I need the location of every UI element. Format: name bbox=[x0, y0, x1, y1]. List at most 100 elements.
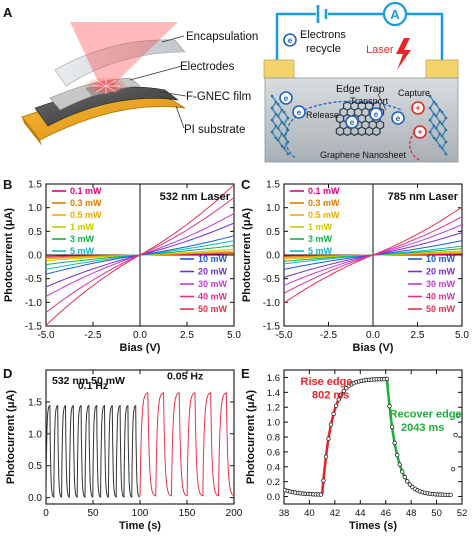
y-axis-label: Photocurrent (μA) bbox=[5, 390, 17, 484]
y-tick-label: 0.6 bbox=[267, 447, 280, 458]
switching-trace-fast bbox=[139, 392, 235, 497]
data-point bbox=[450, 467, 456, 472]
chart-d-switching: 0 50 100 150 200 0.0 0.5 1.0 1.5 Time (s) Photocur… bbox=[5, 369, 243, 532]
x-tick-label: 46 bbox=[380, 508, 391, 519]
svg-text:e: e bbox=[288, 36, 293, 45]
legend-entry: 50 mW bbox=[198, 304, 228, 314]
label-0-05hz: 0.05 Hz bbox=[167, 371, 203, 383]
x-tick-label: 44 bbox=[355, 508, 366, 519]
hole-capture: + bbox=[411, 101, 425, 115]
x-tick-label: 200 bbox=[226, 508, 243, 519]
graphene-atom bbox=[282, 146, 286, 150]
legend-entry: 3 mW bbox=[308, 234, 333, 244]
x-axis-label: Bias (V) bbox=[353, 342, 394, 354]
legend-entry: 0.3 mW bbox=[70, 198, 102, 208]
laser-annotation: 532 nm Laser bbox=[160, 191, 231, 203]
data-point bbox=[402, 474, 407, 480]
x-tick-label: -2.5 bbox=[84, 330, 102, 341]
panel-label-a: A bbox=[3, 5, 13, 20]
panel-label-e: E bbox=[241, 366, 250, 381]
recover-time-value: 2043 ms bbox=[401, 422, 444, 434]
y-tick-label: 0.5 bbox=[28, 227, 42, 238]
y-tick-label: 1.5 bbox=[266, 180, 280, 191]
y-tick-label: -1.5 bbox=[263, 322, 281, 333]
y-tick-label: -1.0 bbox=[263, 298, 281, 309]
electron-capture: e bbox=[391, 111, 405, 125]
svg-text:+: + bbox=[417, 127, 422, 137]
data-point bbox=[387, 403, 392, 409]
data-point bbox=[395, 452, 400, 458]
plot-frame bbox=[283, 369, 463, 505]
legend-entry: 0.3 mW bbox=[308, 198, 340, 208]
graphene-atom bbox=[438, 108, 442, 112]
x-tick-label: 5.0 bbox=[455, 330, 469, 341]
graphene-edge-sheets bbox=[270, 94, 448, 156]
data-point bbox=[331, 411, 336, 417]
schematic-leader-lines bbox=[129, 35, 187, 129]
legend-entry: 0.5 mW bbox=[70, 210, 102, 220]
pi-substrate-edge bbox=[22, 117, 42, 146]
label-recycle: recycle bbox=[306, 43, 341, 55]
panel-label-d: D bbox=[3, 366, 12, 381]
svg-text:e: e bbox=[297, 108, 302, 117]
y-tick-label: 1.0 bbox=[28, 203, 42, 214]
legend-entry: 40 mW bbox=[198, 292, 228, 302]
label-f-gnec-film: F-GNEC film bbox=[186, 91, 251, 103]
x-tick-label: 0.0 bbox=[366, 330, 380, 341]
x-tick-label: -5.0 bbox=[275, 330, 293, 341]
panel-a-schematic: A Encapsulation Electrodes F-GNEC film P… bbox=[3, 5, 258, 146]
label-edge-trap: Edge Trap bbox=[336, 83, 385, 95]
x-axis-label: Time (s) bbox=[119, 520, 161, 532]
graphene-atom bbox=[432, 124, 436, 128]
laser-sparkle bbox=[92, 78, 120, 94]
data-point bbox=[341, 388, 346, 394]
battery-gap bbox=[316, 9, 328, 19]
electron-transport-2: e bbox=[369, 107, 383, 121]
y-tick-label: -0.5 bbox=[25, 274, 43, 285]
graphene-atom bbox=[428, 106, 432, 110]
graphene-atom bbox=[432, 100, 436, 104]
data-point bbox=[328, 422, 334, 427]
x-tick-label: 38 bbox=[279, 508, 290, 519]
label-encapsulation: Encapsulation bbox=[186, 31, 258, 43]
graphene-atom bbox=[444, 116, 448, 120]
hole-lower: + bbox=[413, 125, 427, 139]
graphene-atom bbox=[282, 110, 286, 114]
laser-beam-cone bbox=[70, 22, 178, 86]
legend-entry: 3 mW bbox=[70, 234, 95, 244]
y-tick-label: 0.0 bbox=[28, 251, 42, 262]
label-pi-substrate: PI substrate bbox=[184, 124, 245, 136]
y-axis-label: Photocurrent (μA) bbox=[245, 390, 257, 484]
rise-edge-label: Rise edge bbox=[301, 376, 353, 388]
graphene-atom bbox=[438, 132, 442, 136]
y-axis-label: Photocurrent (μA) bbox=[3, 208, 15, 302]
label-0-1hz: 0.1 Hz bbox=[78, 380, 108, 392]
data-point bbox=[397, 462, 402, 467]
x-tick-label: 48 bbox=[406, 508, 417, 519]
legend-entry: 10 mW bbox=[426, 254, 456, 264]
data-point bbox=[321, 478, 326, 483]
graphene-atom bbox=[270, 106, 274, 110]
switching-trace-slow bbox=[45, 405, 140, 498]
graphene-atom bbox=[276, 138, 280, 142]
data-point bbox=[389, 424, 395, 430]
laser-bolt-icon bbox=[396, 38, 411, 70]
graphene-atom bbox=[286, 152, 290, 156]
graphene-atom bbox=[440, 110, 444, 114]
condition-annotation: 532 nm 50 mW bbox=[52, 375, 125, 387]
label-electrons: Electrons bbox=[300, 29, 346, 41]
y-tick-label: 0.0 bbox=[266, 251, 280, 262]
data-point bbox=[333, 403, 339, 408]
y-tick-label: 0.4 bbox=[267, 462, 280, 473]
legend-entry: 0.5 mW bbox=[308, 210, 340, 220]
electron-transport-1: e bbox=[345, 115, 359, 129]
circuit-wire bbox=[275, 12, 444, 60]
y-tick-label: 1.0 bbox=[28, 429, 42, 440]
data-point bbox=[384, 376, 390, 382]
recycle-electron-icon bbox=[283, 33, 297, 47]
y-tick-label: 0.0 bbox=[28, 493, 42, 504]
graphene-atom bbox=[270, 118, 274, 122]
legend-entry: 0.1 mW bbox=[70, 186, 102, 196]
graphene-atom bbox=[434, 126, 438, 130]
electron-release: e bbox=[292, 105, 306, 119]
